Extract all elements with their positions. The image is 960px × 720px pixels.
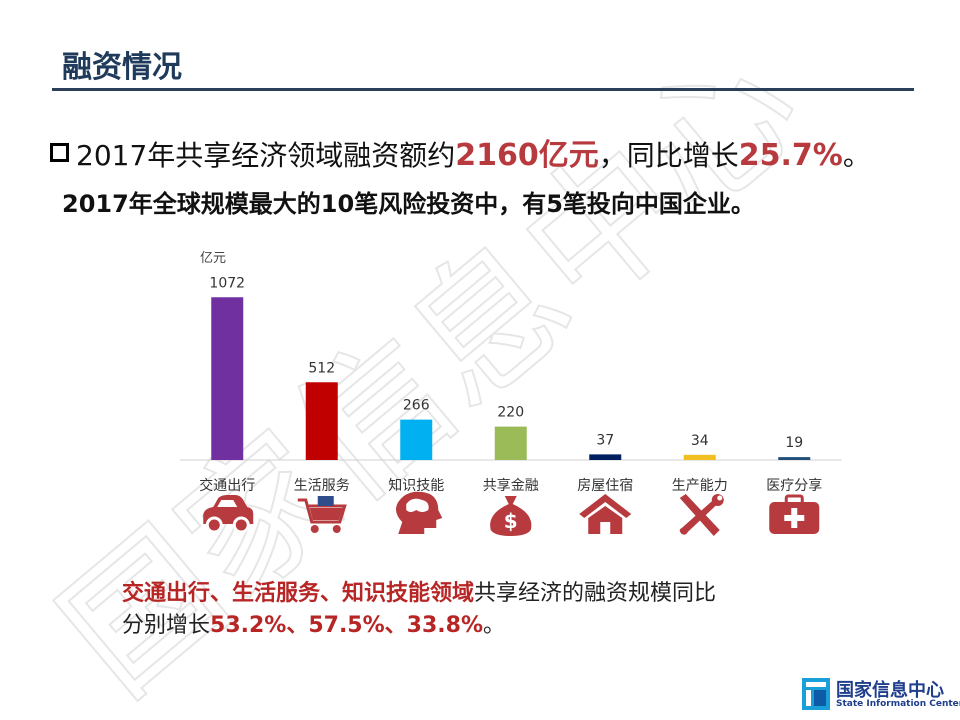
bar (400, 419, 433, 460)
category-label: 交通出行 (199, 477, 255, 494)
headline-prefix: 2017年共享经济领域融资额约 (76, 139, 456, 172)
headline-rate: 25.7% (738, 138, 843, 173)
headline-financing: 2017年共享经济领域融资额约2160亿元，同比增长25.7%。 (76, 130, 871, 174)
category-label: 房屋住宿 (577, 477, 633, 494)
bullet-square-icon (50, 143, 69, 162)
data-label: 37 (596, 432, 614, 448)
page-title: 融资情况 (62, 50, 182, 85)
brain-head-icon (396, 491, 443, 534)
bar-chart: 1072 交通出行 512 生活服务 266 知识技能 220 共享金融 $37 房屋住宿 34 生产… (180, 275, 842, 536)
category-label: 知识技能 (388, 477, 444, 494)
summary-line2-prefix: 分别增长 (122, 613, 211, 638)
data-label: 220 (497, 405, 524, 421)
bar (211, 297, 244, 460)
bar (778, 457, 811, 460)
y-unit-label: 亿元 (200, 251, 227, 266)
category-label: 医疗分享 (766, 477, 822, 494)
money-bag-icon: $ (490, 496, 532, 536)
category-label: 共享金融 (483, 477, 539, 494)
category-label: 生产能力 (672, 478, 728, 494)
headline-suffix: 。 (842, 139, 871, 172)
bar (589, 454, 622, 460)
category-label: 生活服务 (294, 478, 350, 494)
headline-mid: ，同比增长 (598, 139, 739, 172)
summary-highlight: 交通出行、生活服务、知识技能领域 (122, 581, 475, 606)
summary-rates: 53.2%、57.5%、33.8% (210, 613, 483, 638)
bar (683, 454, 716, 460)
title-divider (52, 88, 914, 91)
tools-icon (679, 494, 724, 536)
car-icon (203, 495, 254, 534)
subheadline-vc: 2017年全球规模最大的10笔风险投资中，有5笔投向中国企业。 (62, 190, 755, 218)
logo-cn: 国家信息中心 (836, 680, 944, 701)
house-icon (579, 494, 632, 534)
summary-rest: 共享经济的融资规模同比 (474, 581, 717, 606)
data-label: 34 (691, 433, 709, 449)
medical-kit-icon (769, 494, 820, 534)
summary-text: 交通出行、生活服务、知识技能领域共享经济的融资规模同比 分别增长53.2%、57… (122, 578, 882, 642)
sic-logo-mark-icon (802, 678, 830, 710)
headline-amount: 2160亿元 (455, 138, 599, 173)
data-label: 512 (308, 360, 335, 376)
bar (494, 426, 527, 460)
bar (305, 382, 338, 460)
logo-en: State Information Center (836, 699, 960, 709)
data-label: 266 (403, 398, 430, 414)
data-label: 19 (785, 435, 803, 451)
summary-line2-suffix: 。 (483, 613, 506, 638)
svg-text:$: $ (504, 509, 518, 533)
data-label: 1072 (209, 275, 245, 291)
sic-logo: 国家信息中心 State Information Center (800, 676, 960, 716)
shopping-cart-icon (297, 496, 347, 533)
